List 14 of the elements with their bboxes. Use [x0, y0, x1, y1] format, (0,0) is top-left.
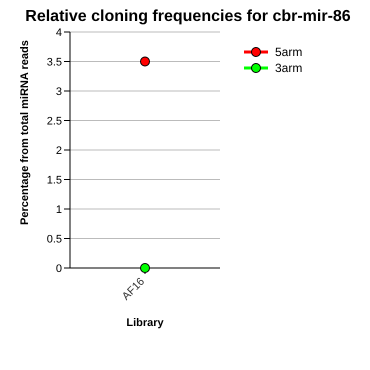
legend-label: 3arm — [275, 61, 302, 75]
y-tick-label: 2.5 — [46, 115, 62, 128]
y-tick-label: 0.5 — [46, 233, 62, 246]
x-axis-title: Library — [126, 317, 165, 329]
y-tick-label: 3.5 — [46, 56, 62, 68]
y-axis-title: Percentage from total miRNA reads — [18, 40, 31, 225]
y-tick-label: 4 — [56, 26, 62, 39]
legend-label: 5arm — [275, 45, 302, 59]
y-tick-label: 2 — [56, 144, 62, 157]
y-tick-label: 3 — [56, 86, 62, 98]
chart-title: Relative cloning frequencies for cbr-mir-86 — [24, 8, 352, 26]
y-tick-label: 1 — [56, 204, 62, 216]
y-tick-label: 0 — [56, 262, 62, 275]
y-tick-label: 1.5 — [46, 174, 62, 186]
